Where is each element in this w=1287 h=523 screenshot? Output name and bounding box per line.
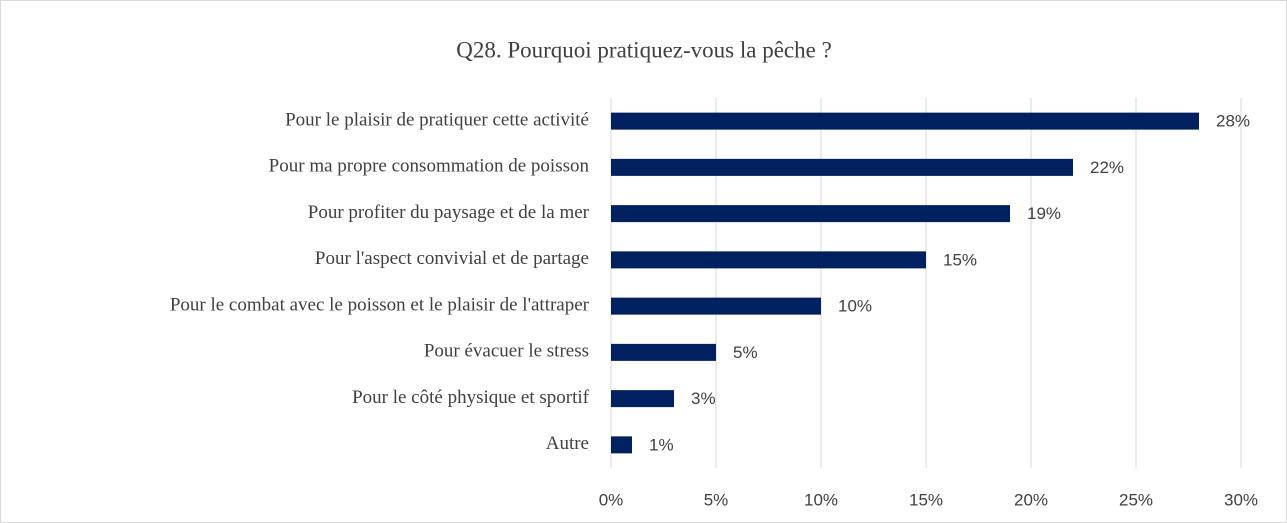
y-tick-label: Pour ma propre consommation de poisson	[269, 156, 590, 177]
value-label: 28%	[1216, 112, 1250, 131]
bar	[611, 158, 1073, 176]
y-tick-label: Pour profiter du paysage et de la mer	[308, 202, 590, 223]
x-tick-label: 5%	[704, 490, 729, 509]
bar	[611, 343, 716, 361]
bar	[611, 390, 674, 408]
y-tick-label: Pour le combat avec le poisson et le pla…	[170, 294, 590, 315]
value-label: 1%	[649, 435, 674, 454]
value-label: 15%	[943, 250, 977, 269]
y-tick-label: Pour le plaisir de pratiquer cette activ…	[285, 109, 589, 130]
y-tick-label: Pour le côté physique et sportif	[352, 387, 590, 408]
x-tick-label: 25%	[1119, 490, 1153, 509]
bar	[611, 205, 1010, 223]
value-label: 3%	[691, 389, 716, 408]
chart-title: Q28. Pourquoi pratiquez-vous la pêche ?	[456, 37, 832, 62]
bar	[611, 297, 821, 315]
value-label: 19%	[1027, 204, 1061, 223]
x-tick-label: 0%	[599, 490, 624, 509]
y-tick-label: Pour évacuer le stress	[424, 341, 589, 362]
bar	[611, 436, 632, 454]
y-tick-label: Autre	[546, 433, 589, 454]
x-tick-label: 15%	[909, 490, 943, 509]
x-tick-label: 10%	[804, 490, 838, 509]
bar	[611, 251, 926, 269]
x-tick-label: 20%	[1014, 490, 1048, 509]
value-label: 5%	[733, 343, 758, 362]
bar	[611, 112, 1199, 130]
value-label: 10%	[838, 297, 872, 316]
value-label: 22%	[1090, 158, 1124, 177]
y-tick-label: Pour l'aspect convivial et de partage	[315, 248, 589, 269]
x-tick-label: 30%	[1224, 490, 1258, 509]
